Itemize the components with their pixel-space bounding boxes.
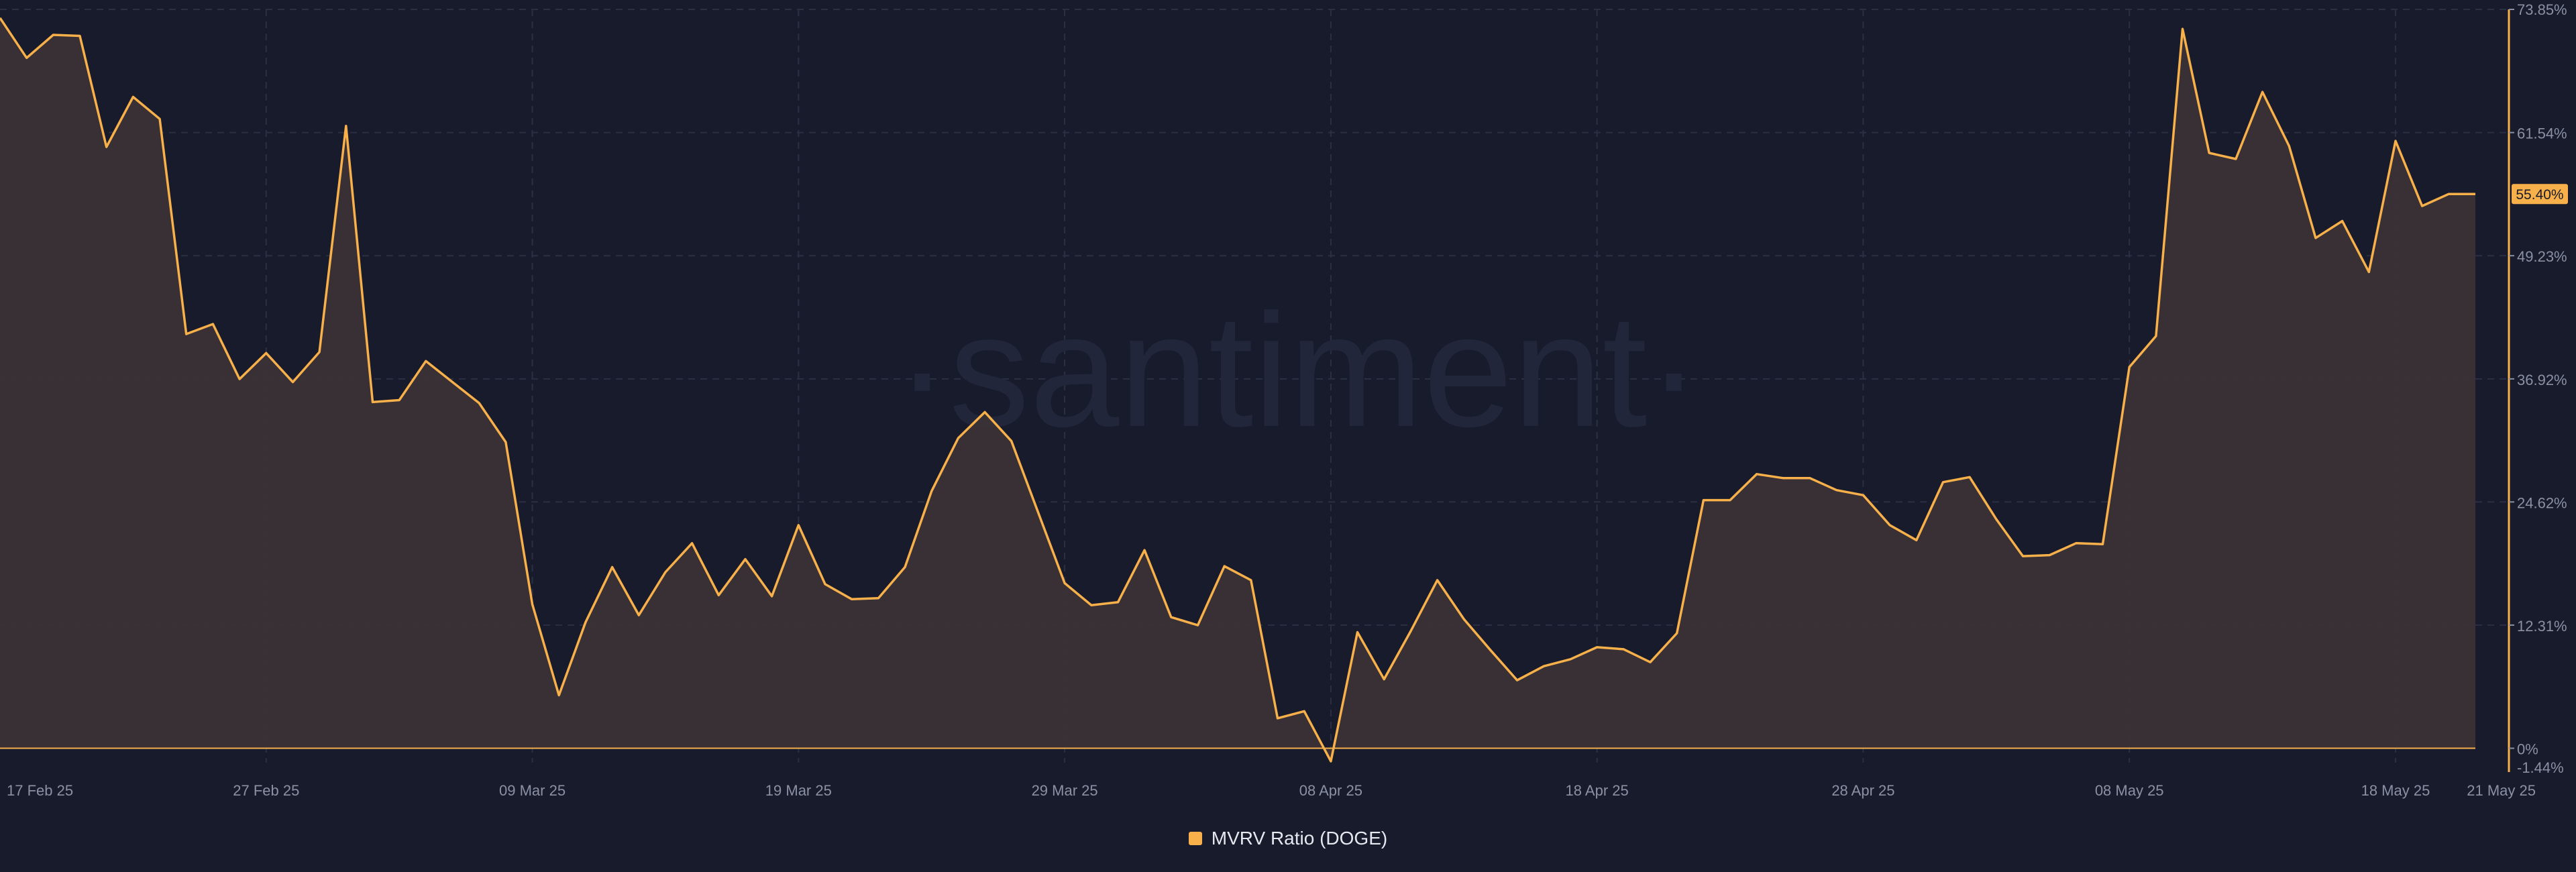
axes: 0% 12.31% 24.62% 36.92% 49.23% 61.54% 73.85% -1… [7, 1, 2568, 799]
legend-label-mvrv[interactable]: MVRV Ratio (DOGE) [1211, 828, 1388, 849]
x-tick-label-4: 29 Mar 25 [1032, 782, 1098, 799]
current-value-badge [2512, 184, 2568, 205]
y-tick-label-2: 24.62% [2517, 494, 2567, 511]
x-tick-label-0: 17 Feb 25 [7, 782, 73, 799]
y-tick-label-0: 0% [2517, 741, 2538, 758]
x-tick-label-5: 08 Apr 25 [1299, 782, 1362, 799]
x-tick-label-8: 08 May 25 [2095, 782, 2164, 799]
santiment-watermark: ·santiment· [896, 280, 1701, 460]
series-line-mvrv [0, 17, 2475, 763]
y-tick-label-5: 61.54% [2517, 125, 2567, 142]
x-tick-label-7: 28 Apr 25 [1831, 782, 1894, 799]
series-layer [0, 17, 2475, 763]
x-tick-label-10: 21 May 25 [2467, 782, 2536, 799]
series-area-mvrv [0, 17, 2475, 761]
y-min-label: -1.44% [2517, 759, 2564, 776]
x-tick-label-3: 19 Mar 25 [765, 782, 832, 799]
y-tick-label-1: 12.31% [2517, 618, 2567, 635]
y-tick-label-4: 49.23% [2517, 248, 2567, 265]
x-tick-label-6: 18 Apr 25 [1566, 782, 1629, 799]
x-tick-label-9: 18 May 25 [2361, 782, 2430, 799]
x-tick-label-1: 27 Feb 25 [233, 782, 299, 799]
y-tick-label-6: 73.85% [2517, 1, 2567, 18]
legend-swatch-mvrv [1188, 832, 1202, 845]
current-value-label: 55.40% [2516, 187, 2563, 203]
x-tick-label-2: 09 Mar 25 [499, 782, 566, 799]
y-tick-label-3: 36.92% [2517, 372, 2567, 388]
chart-legend: MVRV Ratio (DOGE) [0, 824, 2576, 853]
